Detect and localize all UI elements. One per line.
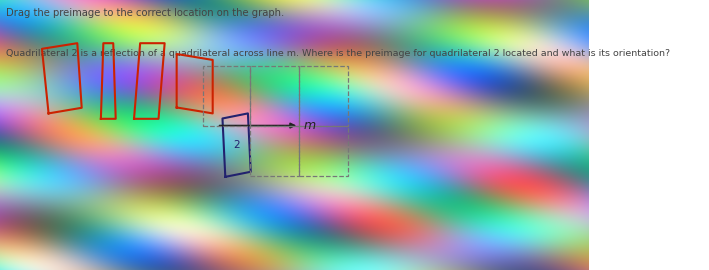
Text: Quadrilateral 2 is a reflection of a quadrilateral across line m. Where is the p: Quadrilateral 2 is a reflection of a qua… [6, 49, 670, 58]
Bar [250, 66, 299, 126]
Bar [203, 66, 250, 126]
Bar [250, 126, 299, 176]
Bar [299, 126, 348, 176]
Text: Drag the preimage to the correct location on the graph.: Drag the preimage to the correct locatio… [6, 8, 284, 18]
Text: 2: 2 [233, 140, 240, 150]
Bar [299, 66, 348, 126]
Text: m: m [303, 119, 316, 132]
